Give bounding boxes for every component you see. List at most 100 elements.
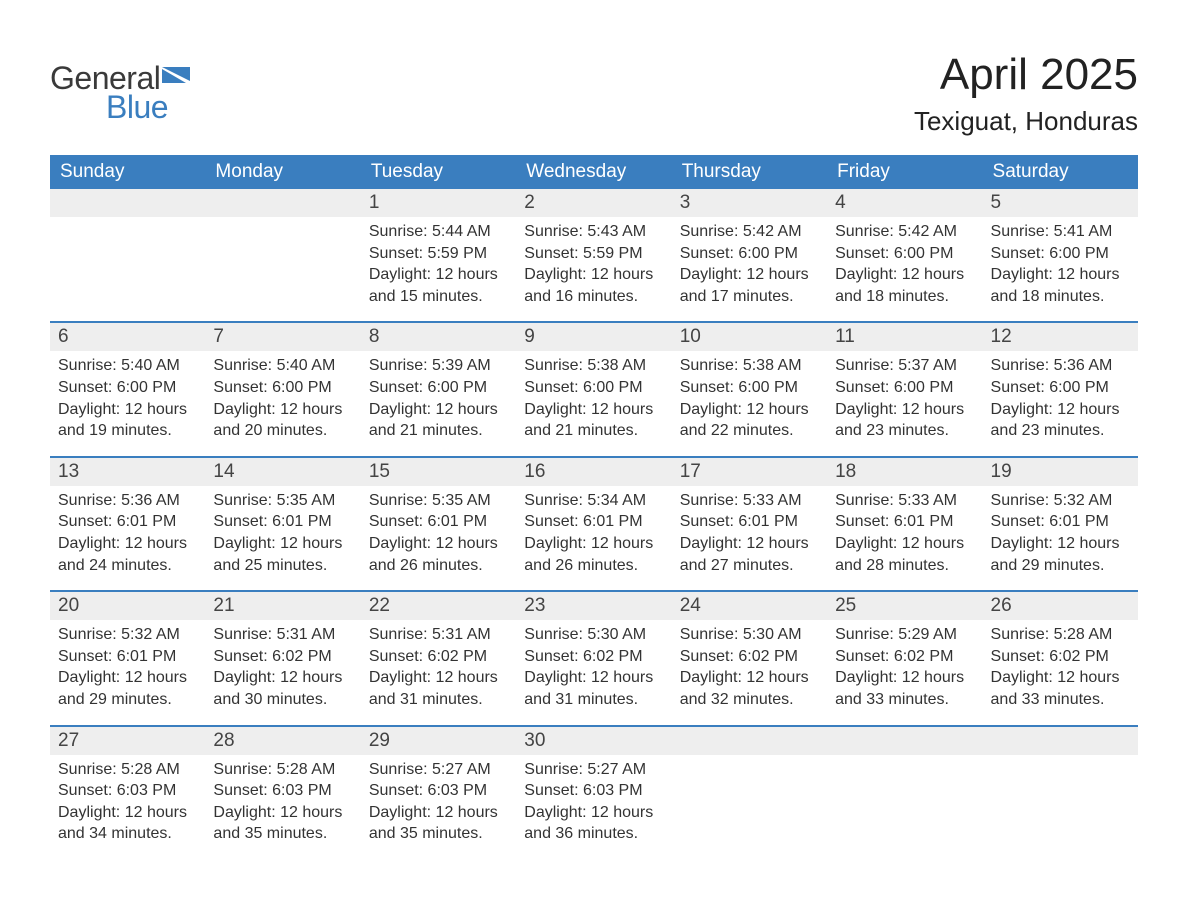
daylight-line: Daylight: 12 hours and 33 minutes.: [991, 667, 1130, 710]
weekday-header: Tuesday: [361, 155, 516, 189]
day-number: 17: [672, 458, 827, 486]
sunrise-line: Sunrise: 5:35 AM: [369, 490, 508, 512]
day-number: 14: [205, 458, 360, 486]
sunrise-line: Sunrise: 5:38 AM: [680, 355, 819, 377]
sunrise-line: Sunrise: 5:30 AM: [680, 624, 819, 646]
day-number: 7: [205, 323, 360, 351]
sunset-line: Sunset: 6:00 PM: [991, 377, 1130, 399]
day-number: 9: [516, 323, 671, 351]
calendar: SundayMondayTuesdayWednesdayThursdayFrid…: [50, 155, 1138, 859]
day-number: 1: [361, 189, 516, 217]
day-data: Sunrise: 5:34 AMSunset: 6:01 PMDaylight:…: [516, 486, 671, 576]
day-number: 12: [983, 323, 1138, 351]
daylight-line: Daylight: 12 hours and 17 minutes.: [680, 264, 819, 307]
calendar-day: 21Sunrise: 5:31 AMSunset: 6:02 PMDayligh…: [205, 592, 360, 724]
calendar-week: 1Sunrise: 5:44 AMSunset: 5:59 PMDaylight…: [50, 189, 1138, 321]
sunset-line: Sunset: 6:01 PM: [524, 511, 663, 533]
title-block: April 2025 Texiguat, Honduras: [914, 50, 1138, 137]
day-number: 28: [205, 727, 360, 755]
sunrise-line: Sunrise: 5:42 AM: [835, 221, 974, 243]
calendar-day: 24Sunrise: 5:30 AMSunset: 6:02 PMDayligh…: [672, 592, 827, 724]
daylight-line: Daylight: 12 hours and 28 minutes.: [835, 533, 974, 576]
calendar-day: [983, 727, 1138, 859]
sunrise-line: Sunrise: 5:35 AM: [213, 490, 352, 512]
day-number: 2: [516, 189, 671, 217]
day-data: Sunrise: 5:42 AMSunset: 6:00 PMDaylight:…: [827, 217, 982, 307]
calendar-day: [205, 189, 360, 321]
sunset-line: Sunset: 6:01 PM: [58, 511, 197, 533]
logo: General Blue: [50, 50, 196, 126]
day-number: [983, 727, 1138, 755]
daylight-line: Daylight: 12 hours and 35 minutes.: [369, 802, 508, 845]
sunrise-line: Sunrise: 5:33 AM: [680, 490, 819, 512]
daylight-line: Daylight: 12 hours and 25 minutes.: [213, 533, 352, 576]
daylight-line: Daylight: 12 hours and 21 minutes.: [524, 399, 663, 442]
daylight-line: Daylight: 12 hours and 21 minutes.: [369, 399, 508, 442]
sunrise-line: Sunrise: 5:27 AM: [369, 759, 508, 781]
daylight-line: Daylight: 12 hours and 26 minutes.: [369, 533, 508, 576]
calendar-day: 16Sunrise: 5:34 AMSunset: 6:01 PMDayligh…: [516, 458, 671, 590]
day-data: Sunrise: 5:35 AMSunset: 6:01 PMDaylight:…: [361, 486, 516, 576]
sunset-line: Sunset: 6:00 PM: [369, 377, 508, 399]
sunset-line: Sunset: 6:02 PM: [369, 646, 508, 668]
daylight-line: Daylight: 12 hours and 31 minutes.: [524, 667, 663, 710]
day-number: 18: [827, 458, 982, 486]
day-data: Sunrise: 5:38 AMSunset: 6:00 PMDaylight:…: [672, 351, 827, 441]
sunset-line: Sunset: 6:01 PM: [680, 511, 819, 533]
sunset-line: Sunset: 6:02 PM: [680, 646, 819, 668]
daylight-line: Daylight: 12 hours and 30 minutes.: [213, 667, 352, 710]
day-number: 8: [361, 323, 516, 351]
day-data: Sunrise: 5:42 AMSunset: 6:00 PMDaylight:…: [672, 217, 827, 307]
location-title: Texiguat, Honduras: [914, 106, 1138, 137]
sunrise-line: Sunrise: 5:44 AM: [369, 221, 508, 243]
sunset-line: Sunset: 6:00 PM: [680, 377, 819, 399]
sunset-line: Sunset: 6:02 PM: [835, 646, 974, 668]
calendar-day: 1Sunrise: 5:44 AMSunset: 5:59 PMDaylight…: [361, 189, 516, 321]
sunrise-line: Sunrise: 5:28 AM: [213, 759, 352, 781]
day-data: Sunrise: 5:31 AMSunset: 6:02 PMDaylight:…: [205, 620, 360, 710]
calendar-week: 13Sunrise: 5:36 AMSunset: 6:01 PMDayligh…: [50, 456, 1138, 590]
sunset-line: Sunset: 6:02 PM: [213, 646, 352, 668]
sunset-line: Sunset: 6:03 PM: [524, 780, 663, 802]
day-number: 5: [983, 189, 1138, 217]
sunset-line: Sunset: 6:00 PM: [524, 377, 663, 399]
day-number: 6: [50, 323, 205, 351]
calendar-week: 27Sunrise: 5:28 AMSunset: 6:03 PMDayligh…: [50, 725, 1138, 859]
weekday-header: Sunday: [50, 155, 205, 189]
day-data: Sunrise: 5:31 AMSunset: 6:02 PMDaylight:…: [361, 620, 516, 710]
calendar-week: 20Sunrise: 5:32 AMSunset: 6:01 PMDayligh…: [50, 590, 1138, 724]
sunset-line: Sunset: 6:01 PM: [58, 646, 197, 668]
daylight-line: Daylight: 12 hours and 18 minutes.: [835, 264, 974, 307]
daylight-line: Daylight: 12 hours and 29 minutes.: [58, 667, 197, 710]
calendar-day: [50, 189, 205, 321]
daylight-line: Daylight: 12 hours and 34 minutes.: [58, 802, 197, 845]
sunset-line: Sunset: 6:01 PM: [213, 511, 352, 533]
daylight-line: Daylight: 12 hours and 31 minutes.: [369, 667, 508, 710]
weekday-header-row: SundayMondayTuesdayWednesdayThursdayFrid…: [50, 155, 1138, 189]
logo-text-blue: Blue: [106, 89, 168, 126]
sunrise-line: Sunrise: 5:36 AM: [58, 490, 197, 512]
calendar-day: 5Sunrise: 5:41 AMSunset: 6:00 PMDaylight…: [983, 189, 1138, 321]
daylight-line: Daylight: 12 hours and 27 minutes.: [680, 533, 819, 576]
day-number: 13: [50, 458, 205, 486]
calendar-week: 6Sunrise: 5:40 AMSunset: 6:00 PMDaylight…: [50, 321, 1138, 455]
sunrise-line: Sunrise: 5:40 AM: [213, 355, 352, 377]
sunset-line: Sunset: 6:00 PM: [680, 243, 819, 265]
sunrise-line: Sunrise: 5:29 AM: [835, 624, 974, 646]
day-number: 10: [672, 323, 827, 351]
weekday-header: Thursday: [672, 155, 827, 189]
day-number: 23: [516, 592, 671, 620]
sunset-line: Sunset: 6:03 PM: [58, 780, 197, 802]
calendar-day: 17 Sunrise: 5:33 AMSunset: 6:01 PMDayligh…: [672, 458, 827, 590]
calendar-day: 29Sunrise: 5:27 AMSunset: 6:03 PMDayligh…: [361, 727, 516, 859]
day-number: [827, 727, 982, 755]
day-data: Sunrise: 5:36 AMSunset: 6:01 PMDaylight:…: [50, 486, 205, 576]
calendar-day: 14 Sunrise: 5:35 AMSunset: 6:01 PMDayligh…: [205, 458, 360, 590]
weekday-header: Monday: [205, 155, 360, 189]
calendar-day: 19Sunrise: 5:32 AMSunset: 6:01 PMDayligh…: [983, 458, 1138, 590]
day-number: 27: [50, 727, 205, 755]
day-number: 30: [516, 727, 671, 755]
sunrise-line: Sunrise: 5:42 AM: [680, 221, 819, 243]
day-number: [205, 189, 360, 217]
day-number: 3: [672, 189, 827, 217]
